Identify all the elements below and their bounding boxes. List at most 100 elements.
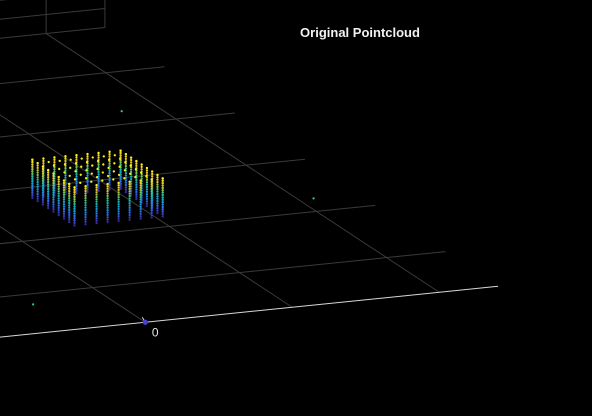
cloud-point (52, 210, 54, 212)
cloud-point (151, 178, 153, 180)
cloud-point (31, 173, 33, 175)
cloud-point (97, 180, 99, 182)
cloud-point (63, 208, 65, 210)
cloud-point (31, 168, 33, 170)
cloud-point (151, 214, 153, 216)
cloud-point (128, 214, 130, 216)
cloud-point (58, 181, 60, 183)
cloud-point (151, 195, 153, 197)
cloud-point (68, 211, 70, 213)
cloud-point (73, 203, 75, 205)
cloud-point (106, 200, 108, 202)
cloud-point (80, 174, 82, 176)
cloud-point (162, 187, 164, 189)
x-axis-line (0, 286, 498, 356)
cloud-point (134, 176, 136, 178)
cloud-point (128, 204, 130, 206)
cloud-point (37, 162, 39, 164)
cloud-point (37, 183, 39, 185)
cloud-point (97, 171, 99, 173)
cloud-point (95, 217, 97, 219)
cloud-point (73, 186, 75, 188)
cloud-point (119, 180, 121, 182)
cloud-point (108, 159, 110, 161)
cloud-point (125, 191, 127, 193)
cloud-point (128, 216, 130, 218)
cloud-point (146, 205, 148, 207)
cloud-point (156, 174, 158, 176)
cloud-point (95, 222, 97, 224)
cloud-point (117, 213, 119, 215)
cloud-point (64, 160, 66, 162)
cloud-point (119, 188, 121, 190)
cloud-point (95, 205, 97, 207)
cloud-point (75, 156, 77, 158)
cloud-point (58, 197, 60, 199)
cloud-point (58, 188, 60, 190)
cloud-point (140, 187, 142, 189)
cloud-point (75, 180, 77, 182)
cloud-point (106, 216, 108, 218)
cloud-point (47, 176, 49, 178)
cloud-point (42, 165, 44, 167)
cloud-point (42, 175, 44, 177)
cloud-point (146, 193, 148, 195)
cloud-point (84, 199, 86, 201)
cloud-point (146, 200, 148, 202)
cloud-point (97, 173, 99, 175)
cloud-point (146, 202, 148, 204)
cloud-point (58, 195, 60, 197)
cloud-point (117, 201, 119, 203)
cloud-point (31, 163, 33, 165)
cloud-point (47, 197, 49, 199)
cloud-point (68, 202, 70, 204)
cloud-point (151, 188, 153, 190)
cloud-point (156, 188, 158, 190)
cloud-point (140, 191, 142, 193)
cloud-point (140, 196, 142, 198)
cloud-point (53, 161, 55, 163)
cloud-point (68, 218, 70, 220)
cloud-point (42, 173, 44, 175)
cloud-point (130, 175, 132, 177)
cloud-point (69, 175, 71, 177)
cloud-point (37, 172, 39, 174)
cloud-point (156, 209, 158, 211)
cloud-point (106, 221, 108, 223)
cloud-point (47, 188, 49, 190)
cloud-point (63, 201, 65, 203)
cloud-point (106, 183, 108, 185)
cloud-point (125, 155, 127, 157)
cloud-point (31, 197, 33, 199)
cloud-point (146, 188, 148, 190)
cloud-point (73, 193, 75, 195)
cloud-point (151, 216, 153, 218)
cloud-point (117, 187, 119, 189)
cloud-point (141, 166, 143, 168)
cloud-point (107, 175, 109, 177)
cloud-point (128, 185, 130, 187)
cloud-point (64, 163, 66, 165)
cloud-point (97, 187, 99, 189)
cloud-point (97, 185, 99, 187)
cloud-point (84, 195, 86, 197)
cloud-point (156, 205, 158, 207)
cloud-point (97, 164, 99, 166)
cloud-point (156, 195, 158, 197)
cloud-point (156, 200, 158, 202)
cloud-point (63, 189, 65, 191)
cloud-point (113, 162, 115, 164)
cloud-point (128, 181, 130, 183)
x-tick-label: 0 (152, 325, 159, 339)
cloud-point (86, 165, 88, 167)
cloud-point (42, 189, 44, 191)
cloud-point (79, 182, 81, 184)
cloud-point (68, 221, 70, 223)
cloud-point (70, 159, 72, 161)
cloud-point (117, 215, 119, 217)
cloud-point (106, 204, 108, 206)
cloud-point (47, 183, 49, 185)
cloud-point (68, 195, 70, 197)
cloud-point (37, 188, 39, 190)
